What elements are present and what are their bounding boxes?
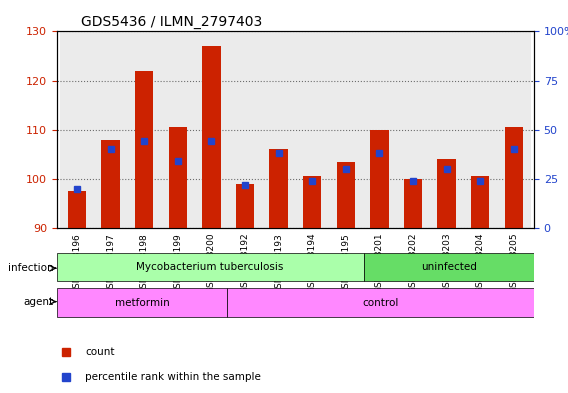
Bar: [430, 31, 463, 228]
Bar: [236, 184, 254, 228]
Bar: [127, 31, 161, 228]
Text: agent: agent: [24, 297, 54, 307]
Bar: [269, 149, 288, 228]
Text: count: count: [85, 347, 115, 357]
Bar: [195, 31, 228, 228]
Bar: [101, 140, 120, 228]
Bar: [336, 162, 355, 228]
Text: Mycobacterium tuberculosis: Mycobacterium tuberculosis: [136, 262, 284, 272]
Bar: [262, 31, 295, 228]
FancyBboxPatch shape: [57, 288, 227, 317]
Bar: [329, 31, 362, 228]
Bar: [362, 31, 396, 228]
Bar: [463, 31, 497, 228]
Text: metformin: metformin: [115, 298, 169, 308]
Bar: [295, 31, 329, 228]
Bar: [68, 191, 86, 228]
Bar: [303, 176, 321, 228]
Bar: [471, 176, 490, 228]
Bar: [404, 179, 422, 228]
FancyBboxPatch shape: [57, 253, 364, 281]
Text: control: control: [362, 298, 399, 308]
Bar: [161, 31, 195, 228]
Bar: [94, 31, 127, 228]
Bar: [135, 71, 153, 228]
Text: percentile rank within the sample: percentile rank within the sample: [85, 372, 261, 382]
Bar: [497, 31, 531, 228]
Text: infection: infection: [9, 263, 54, 273]
FancyBboxPatch shape: [364, 253, 534, 281]
Text: uninfected: uninfected: [421, 262, 477, 272]
Bar: [228, 31, 262, 228]
Bar: [169, 127, 187, 228]
Bar: [370, 130, 389, 228]
Bar: [60, 31, 94, 228]
Bar: [437, 159, 456, 228]
FancyBboxPatch shape: [227, 288, 534, 317]
Bar: [504, 127, 523, 228]
Text: GDS5436 / ILMN_2797403: GDS5436 / ILMN_2797403: [81, 15, 262, 29]
Bar: [202, 46, 220, 228]
Bar: [396, 31, 430, 228]
